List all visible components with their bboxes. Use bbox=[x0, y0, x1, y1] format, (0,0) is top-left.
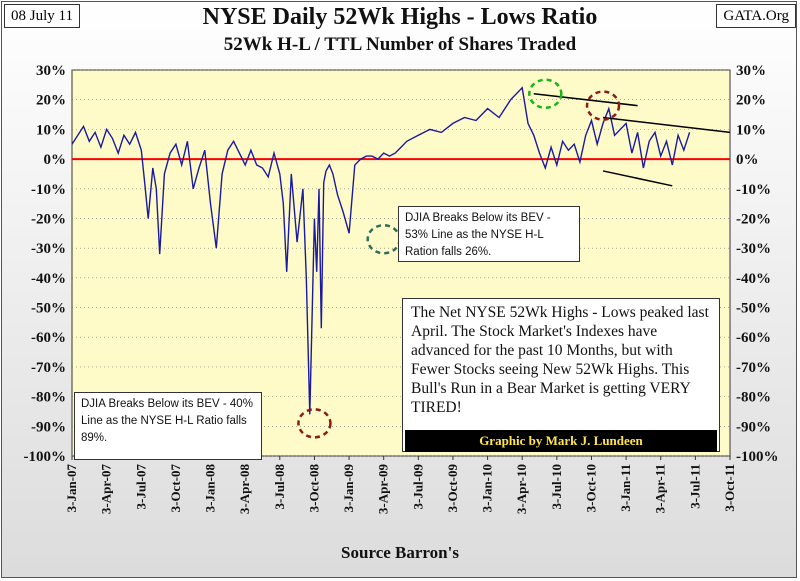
x-axis: 3-Jan-07 3-Apr-07 3-Jul-07 3-Oct-07 3-Jan-08… bbox=[64, 456, 737, 514]
y-axis-left: 30% 20% 10% 0% -10% -20% -30% -40% -50% -60% -70% -… bbox=[24, 63, 67, 465]
trend-lines bbox=[533, 93, 731, 187]
x-axis-label: Source Barron's bbox=[341, 543, 459, 562]
y-tick-label-left: -20% bbox=[31, 211, 66, 227]
y-tick-label-left: -90% bbox=[31, 419, 66, 435]
y-axis-right: 30% 20% 10% 0% -10% -20% -30% -40% -50% -60% -70% -… bbox=[736, 63, 779, 465]
y-tick-label-left: -60% bbox=[31, 330, 66, 346]
y-tick-label-right: 0% bbox=[736, 152, 759, 168]
credit-banner: Graphic by Mark J. Lundeen bbox=[405, 430, 717, 452]
x-tick-label: 3-Oct-07 bbox=[168, 464, 183, 513]
y-tick-label-right: -30% bbox=[736, 241, 771, 257]
trend-line bbox=[533, 93, 638, 107]
y-tick-label-right: -20% bbox=[736, 211, 771, 227]
x-tick-label: 3-Apr-09 bbox=[376, 464, 391, 515]
y-tick-label-left: -100% bbox=[24, 449, 67, 465]
y-tick-label-left: -30% bbox=[31, 241, 66, 257]
chart-title: NYSE Daily 52Wk Highs - Lows Ratio bbox=[202, 4, 598, 30]
y-tick-label-left: 30% bbox=[36, 63, 66, 79]
y-tick-label-left: -70% bbox=[31, 360, 66, 376]
series-line bbox=[71, 86, 691, 415]
x-tick-label: 3-Jan-10 bbox=[480, 464, 495, 512]
highlight-circle bbox=[585, 90, 621, 121]
x-tick-label: 3-Jan-09 bbox=[341, 464, 356, 513]
x-tick-label: 3-Apr-11 bbox=[653, 464, 668, 513]
source-stamp: GATA.Org bbox=[716, 4, 796, 28]
y-tick-label-right: 30% bbox=[736, 63, 766, 79]
y-tick-label-left: -50% bbox=[31, 301, 66, 317]
annotation-bev-53: DJIA Breaks Below its BEV - 53% Line as … bbox=[398, 206, 580, 262]
y-tick-label-right: -70% bbox=[736, 360, 771, 376]
annotation-bev-40: DJIA Breaks Below its BEV - 40% Line as … bbox=[74, 392, 262, 460]
x-tick-label: 3-Apr-07 bbox=[99, 464, 114, 515]
y-tick-label-right: -50% bbox=[736, 301, 771, 317]
y-tick-label-right: -40% bbox=[736, 271, 771, 287]
trend-line bbox=[602, 170, 673, 187]
y-tick-label-right: 10% bbox=[736, 122, 766, 138]
y-tick-label-right: -10% bbox=[736, 182, 771, 198]
y-tick-label-left: -10% bbox=[31, 182, 66, 198]
x-tick-label: 3-Jul-09 bbox=[410, 464, 425, 510]
date-stamp: 08 July 11 bbox=[4, 4, 80, 28]
highlight-circle bbox=[528, 78, 563, 110]
x-tick-label: 3-Oct-11 bbox=[722, 464, 737, 512]
y-tick-label-left: -80% bbox=[31, 390, 66, 406]
y-tick-label-right: -80% bbox=[736, 390, 771, 406]
y-tick-label-left: -40% bbox=[31, 271, 66, 287]
chart-subtitle: 52Wk H-L / TTL Number of Shares Traded bbox=[223, 34, 577, 55]
y-tick-label-left: 0% bbox=[44, 152, 67, 168]
x-tick-label: 3-Jul-07 bbox=[133, 464, 148, 510]
x-tick-label: 3-Jan-08 bbox=[203, 464, 218, 513]
annotation-main-note: The Net NYSE 52Wk Highs - Lows peaked la… bbox=[402, 298, 720, 452]
x-tick-label: 3-Jul-11 bbox=[687, 464, 702, 509]
x-tick-label: 3-Oct-08 bbox=[306, 464, 321, 513]
y-tick-label-right: -90% bbox=[736, 419, 771, 435]
y-tick-label-left: 20% bbox=[36, 93, 66, 109]
y-tick-label-right: -60% bbox=[736, 330, 771, 346]
y-tick-label-right: -100% bbox=[736, 449, 779, 465]
x-tick-label: 3-Apr-10 bbox=[514, 464, 529, 514]
x-tick-label: 3-Jan-07 bbox=[64, 464, 79, 513]
y-tick-label-right: 20% bbox=[736, 93, 766, 109]
x-tick-label: 3-Jul-10 bbox=[549, 464, 564, 510]
x-tick-label: 3-Jul-08 bbox=[272, 464, 287, 510]
x-tick-label: 3-Oct-09 bbox=[445, 464, 460, 513]
x-tick-label: 3-Apr-08 bbox=[237, 464, 252, 515]
x-tick-label: 3-Jan-11 bbox=[618, 464, 633, 512]
x-tick-label: 3-Oct-10 bbox=[583, 464, 598, 512]
highlight-circle bbox=[297, 408, 332, 439]
trend-line bbox=[602, 116, 731, 134]
y-tick-label-left: 10% bbox=[36, 122, 66, 138]
